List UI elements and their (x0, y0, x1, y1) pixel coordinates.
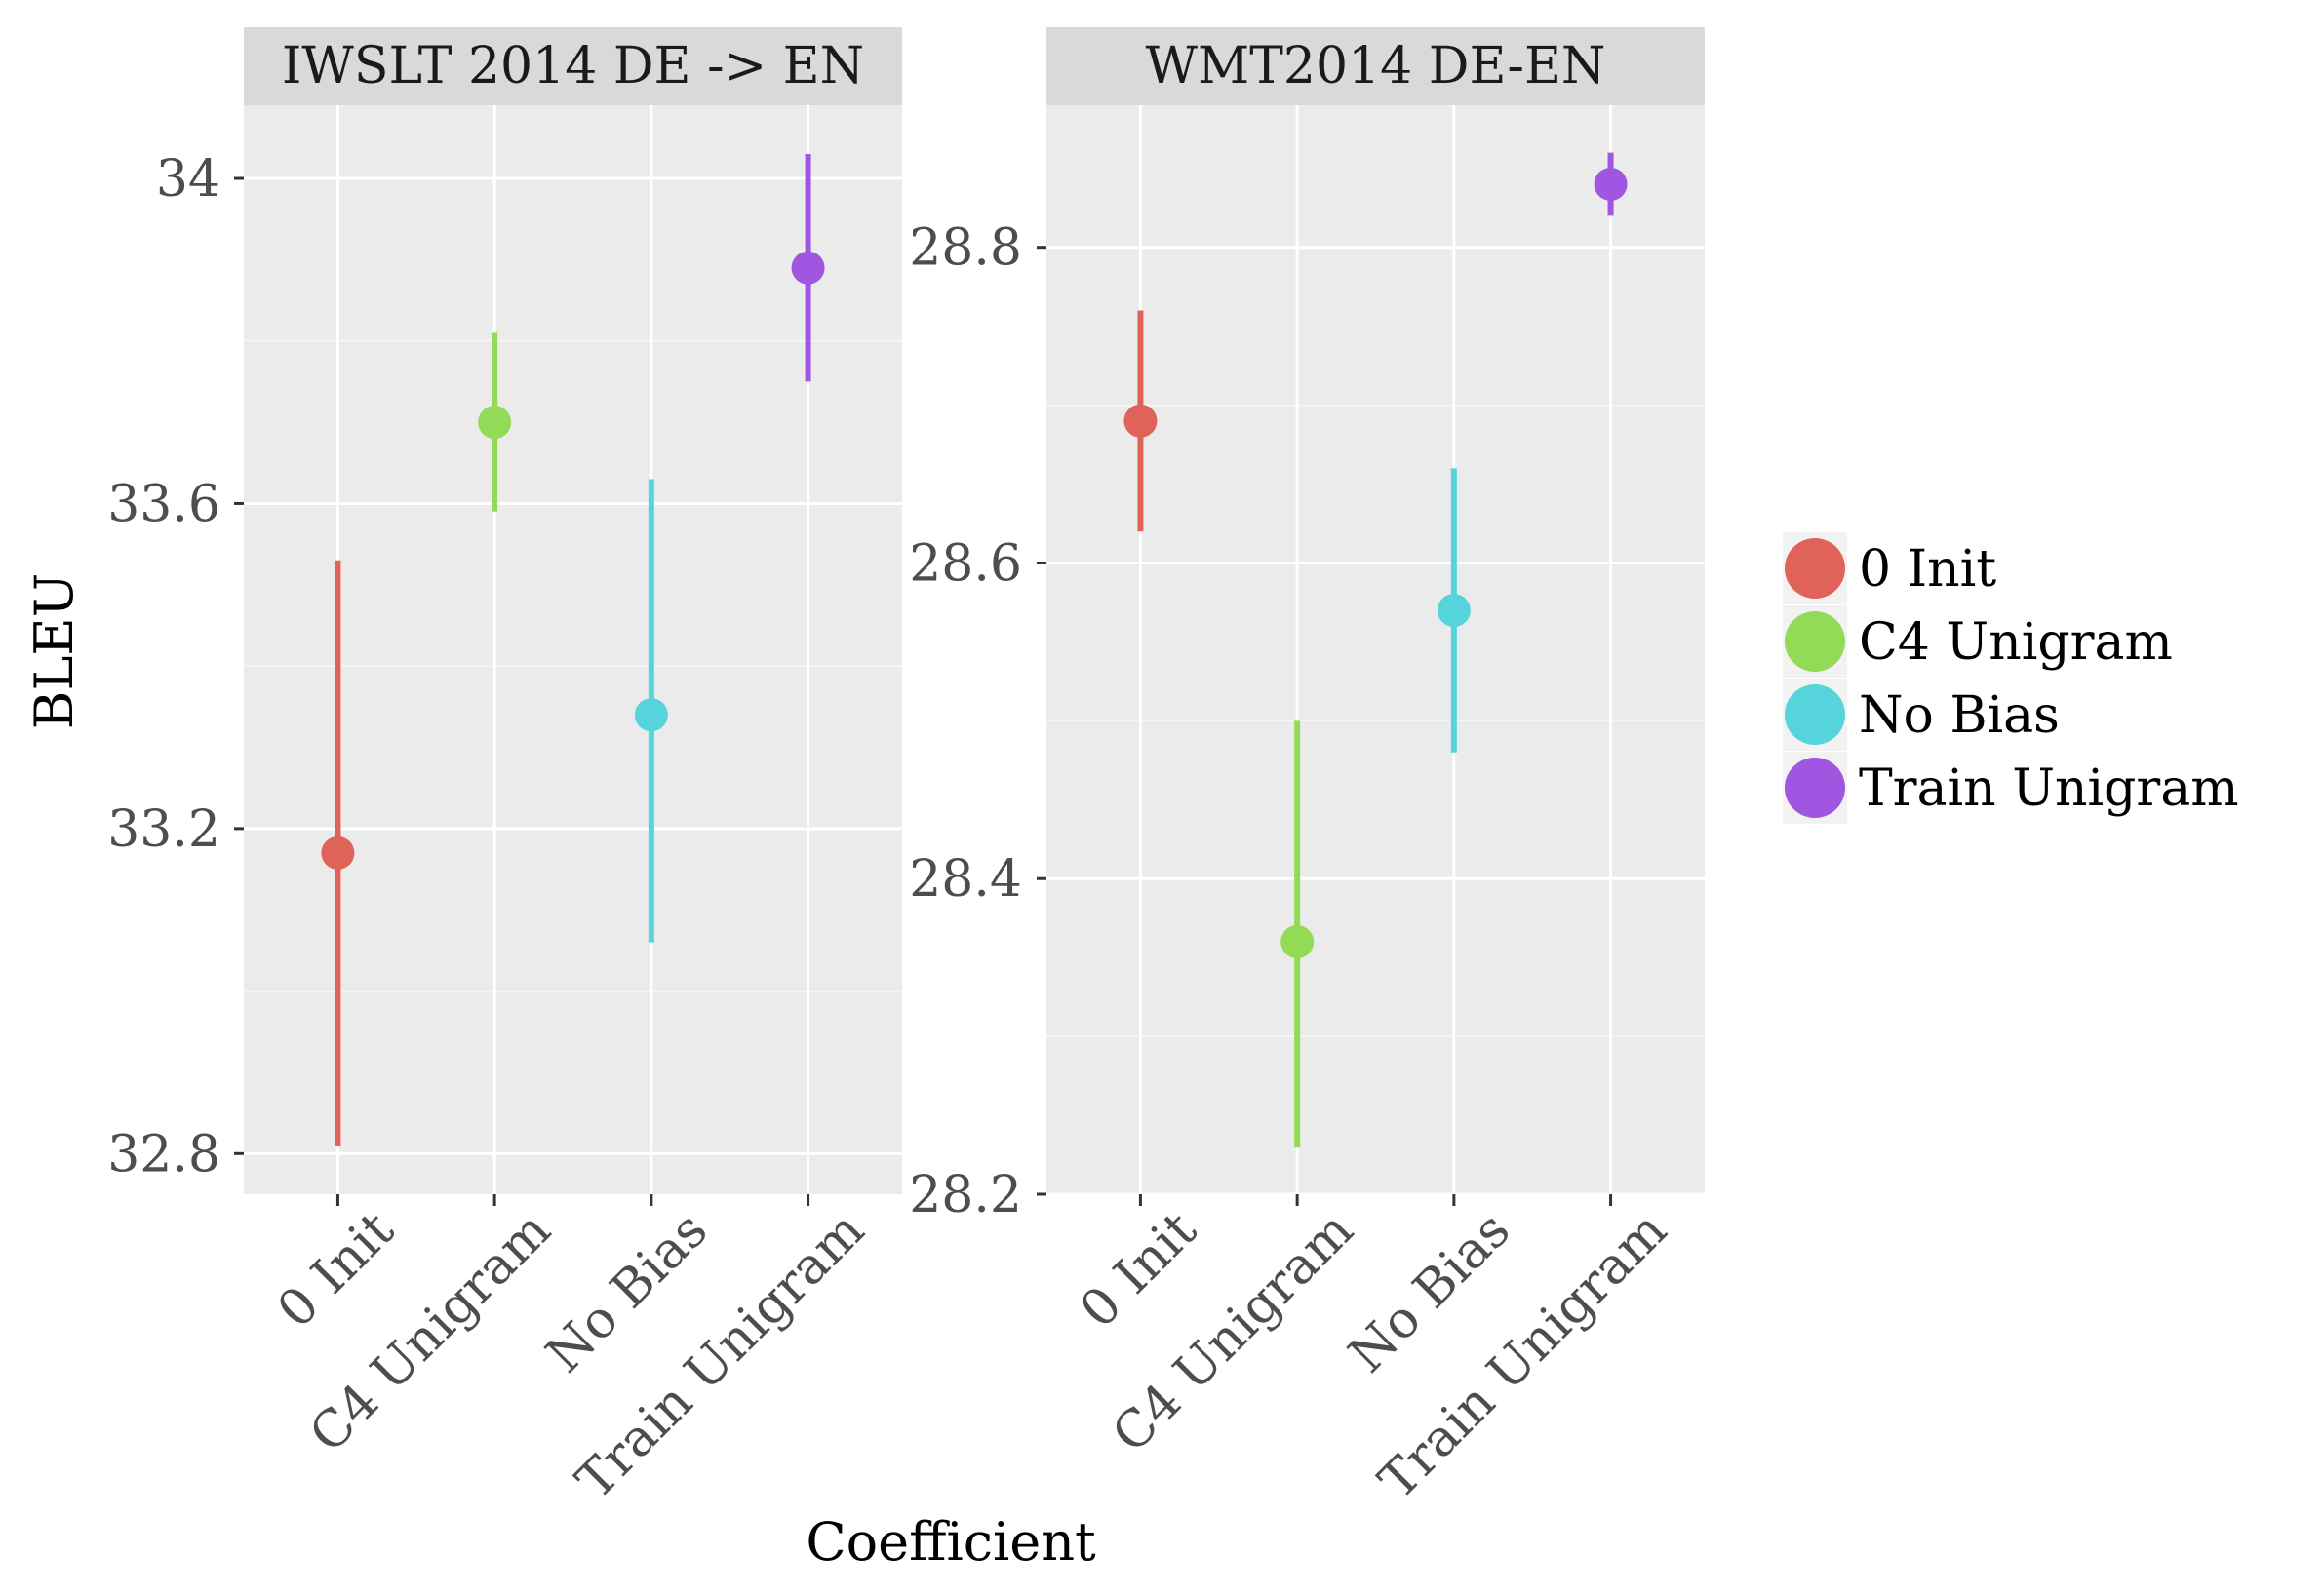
legend-label: Train Unigram (1859, 759, 2239, 818)
minor-gridlines (1046, 404, 1705, 1038)
plot-area (244, 105, 902, 1194)
minor-gridlines (244, 339, 902, 992)
data-point (1437, 594, 1471, 628)
legend-key-point (1785, 538, 1845, 599)
legend: 0 Init C4 Unigram No Bias Train Unigram (1783, 532, 2239, 824)
y-axis-ticks: 32.8 33.2 33.6 34 (107, 150, 244, 1184)
y-tick-label: 28.8 (909, 219, 1022, 278)
y-tick-label: 33.6 (107, 475, 220, 533)
data-point (321, 836, 355, 870)
point-ranges (321, 154, 825, 1146)
y-axis-ticks: 28.2 28.4 28.6 28.8 (909, 219, 1046, 1225)
y-tick-label: 28.6 (909, 534, 1022, 593)
data-point (1123, 404, 1158, 438)
y-axis-title: BLEU (23, 573, 85, 729)
x-axis-title: Coefficient (806, 1511, 1096, 1573)
panel-title: IWSLT 2014 DE -> EN (282, 37, 864, 96)
y-tick-label: 34 (156, 150, 220, 209)
point-ranges (1123, 152, 1628, 1148)
legend-label: No Bias (1859, 686, 2060, 745)
legend-key-point (1785, 758, 1845, 818)
data-point (791, 251, 825, 285)
legend-key-point (1785, 611, 1845, 672)
y-tick-label: 32.8 (107, 1125, 220, 1184)
plot-area (1046, 105, 1705, 1194)
panel-title: WMT2014 DE-EN (1146, 37, 1606, 96)
data-point (634, 698, 668, 732)
legend-key-point (1785, 684, 1845, 745)
y-tick-label: 28.4 (909, 850, 1022, 909)
panel-strip (244, 27, 902, 105)
legend-label: C4 Unigram (1859, 613, 2173, 672)
data-point (478, 406, 512, 440)
data-point (1280, 924, 1315, 958)
panel-strip (1046, 27, 1705, 105)
data-point (1594, 167, 1628, 201)
y-tick-label: 28.2 (909, 1166, 1022, 1225)
legend-label: 0 Init (1859, 540, 1996, 599)
y-tick-label: 33.2 (107, 800, 220, 859)
